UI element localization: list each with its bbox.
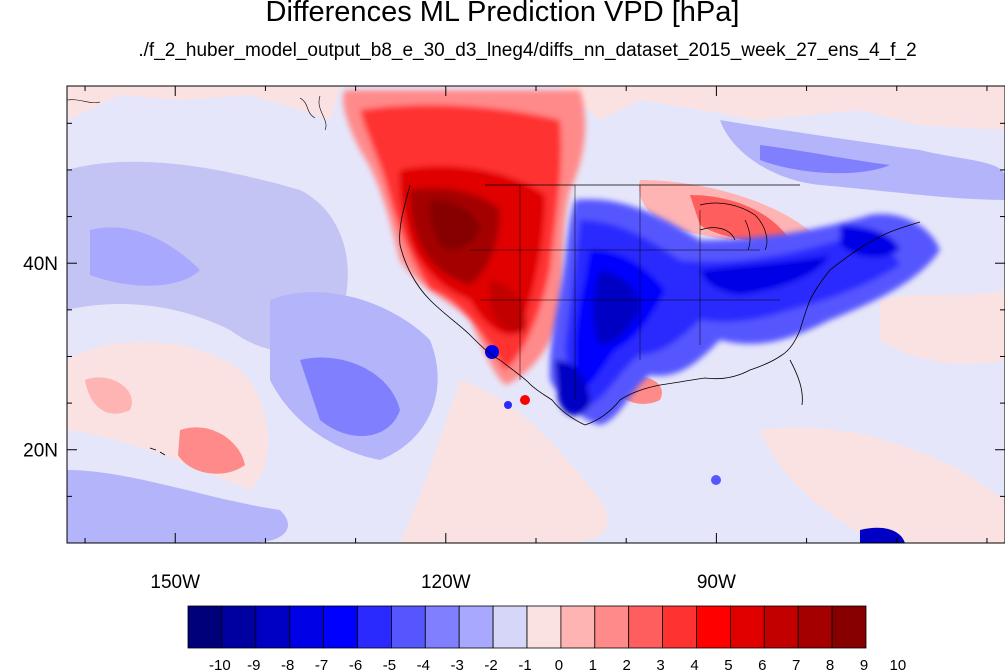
lat-tick-label: 40N [23,254,58,275]
lat-tick-label: 20N [23,441,58,462]
lon-tick-label: 90W [697,572,736,593]
colorbar-swatch [221,605,257,649]
colorbar-swatch [594,605,630,649]
colorbar-label: -4 [417,657,430,672]
colorbar-swatch [187,605,223,649]
colorbar-swatch [797,605,833,649]
colorbar-label: 5 [724,657,732,672]
axis-layer: 150W 120W 90W 40N 20N [23,86,1005,593]
colorbar-swatch [628,605,664,649]
colorbar-swatch [526,605,562,649]
colorbar-swatch [424,605,460,649]
colorbar-label: 9 [860,657,868,672]
colorbar-label: 4 [690,657,698,672]
lon-tick-label: 120W [421,572,471,593]
colorbar-swatch [696,605,731,649]
lon-tick-label: 150W [150,572,200,593]
colorbar-label: -8 [281,657,294,672]
colorbar-swatch [390,605,426,649]
coastlines [67,95,921,456]
colorbar-label: -7 [315,657,328,672]
colorbar-swatch [357,605,392,649]
colorbar-label: -9 [247,657,260,672]
colorbar-label: -10 [209,657,231,672]
colorbar-label: -1 [518,657,531,672]
colorbar-label: 2 [623,657,631,672]
colorbar-swatch [730,605,765,649]
colorbar-label: 6 [758,657,766,672]
colorbar-label: -5 [383,657,396,672]
colorbar-label: 3 [656,657,664,672]
colorbar-label: -3 [451,657,464,672]
colorbar-label: -6 [349,657,362,672]
colorbar-swatch [289,605,325,649]
colorbar-swatch [763,605,799,649]
colorbar-swatch [323,605,358,649]
map-title: Differences ML Prediction VPD [hPa] [265,0,740,28]
colorbar-label: 1 [589,657,597,672]
colorbar-swatch [560,605,596,649]
colorbar-label: 10 [890,657,907,672]
colorbar-swatch [458,605,494,649]
colorbar-label: 7 [792,657,800,672]
colorbar-swatch [662,605,697,649]
colorbar-label: 8 [826,657,834,672]
colorbar: -10 -9 -8 -7 -6 -5 -4 -3 -2 -1 0 1 2 3 4 5 6 7 8 9 10 [187,605,907,672]
colorbar-label: 0 [555,657,563,672]
colorbar-label: -2 [484,657,497,672]
colorbar-swatch [492,605,528,649]
difference-field [67,86,1005,543]
colorbar-swatch [831,605,867,649]
map-subtitle: ./f_2_huber_model_output_b8_e_30_d3_lneg… [138,40,917,61]
colorbar-swatch [255,605,291,649]
